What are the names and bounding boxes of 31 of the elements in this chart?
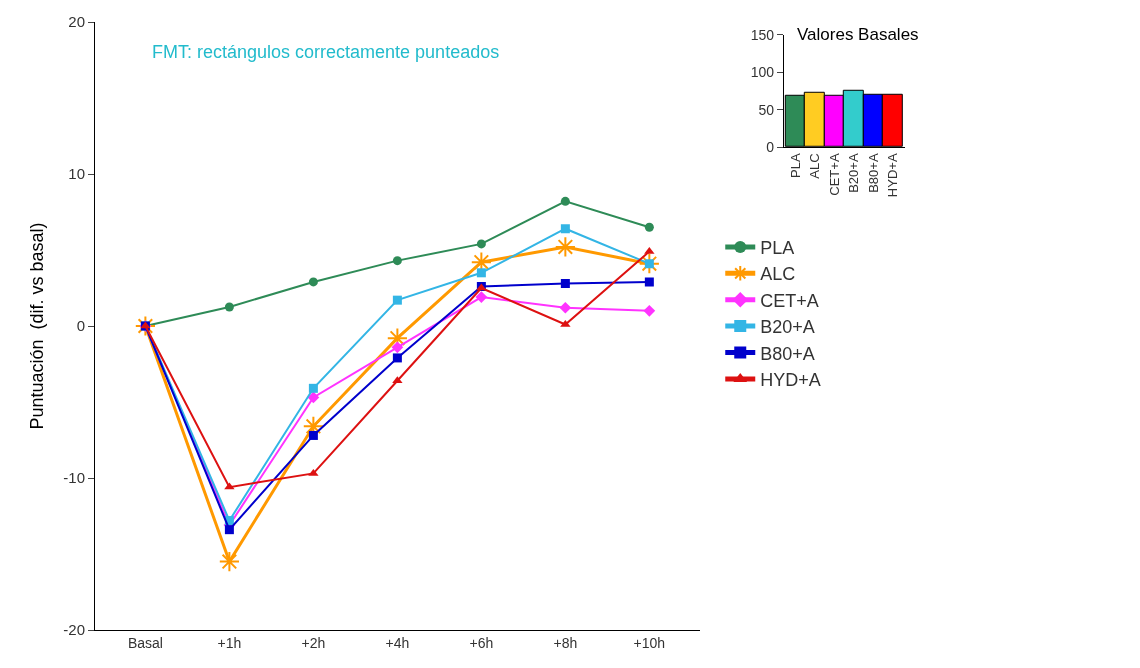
x-tick-label: Basal (127, 634, 163, 651)
y-tick-label: 100 (750, 64, 775, 81)
legend-label: HYD+A (760, 369, 821, 390)
x-tick-label: +1h (217, 634, 242, 651)
y-tick-label: 150 (750, 26, 775, 43)
x-tick-label: B80+A (865, 153, 881, 193)
x-tick-label: CET+A (826, 153, 842, 196)
y-tick-label: 0 (766, 139, 775, 156)
legend-label: PLA (760, 237, 795, 258)
chart-title: Valores Basales (797, 25, 919, 44)
annotation: FMT: rectángulos correctamente punteados (152, 42, 500, 62)
legend-label: B20+A (760, 317, 815, 338)
y-tick-label: -20 (63, 621, 85, 639)
x-tick-label: PLA (787, 153, 803, 179)
x-tick-label: +4h (385, 634, 410, 651)
x-tick-label: +6h (469, 634, 494, 651)
y-tick-label: 0 (76, 317, 85, 335)
y-tick-label: 10 (68, 165, 85, 183)
y-axis-title: Puntuación (dif. vs basal) (26, 222, 47, 430)
x-tick-label: HYD+A (885, 153, 901, 198)
legend-label: CET+A (760, 290, 819, 311)
x-tick-label: +10h (633, 634, 666, 651)
x-tick-label: +2h (301, 634, 326, 651)
legend-label: ALC (760, 264, 796, 285)
x-tick-label: B20+A (846, 153, 862, 193)
legend-label: B80+A (760, 343, 815, 364)
x-tick-label: +8h (553, 634, 578, 651)
y-tick-label: 20 (68, 13, 85, 31)
x-tick-label: ALC (807, 153, 823, 179)
y-tick-label: -10 (63, 469, 85, 487)
y-tick-label: 50 (758, 101, 775, 118)
